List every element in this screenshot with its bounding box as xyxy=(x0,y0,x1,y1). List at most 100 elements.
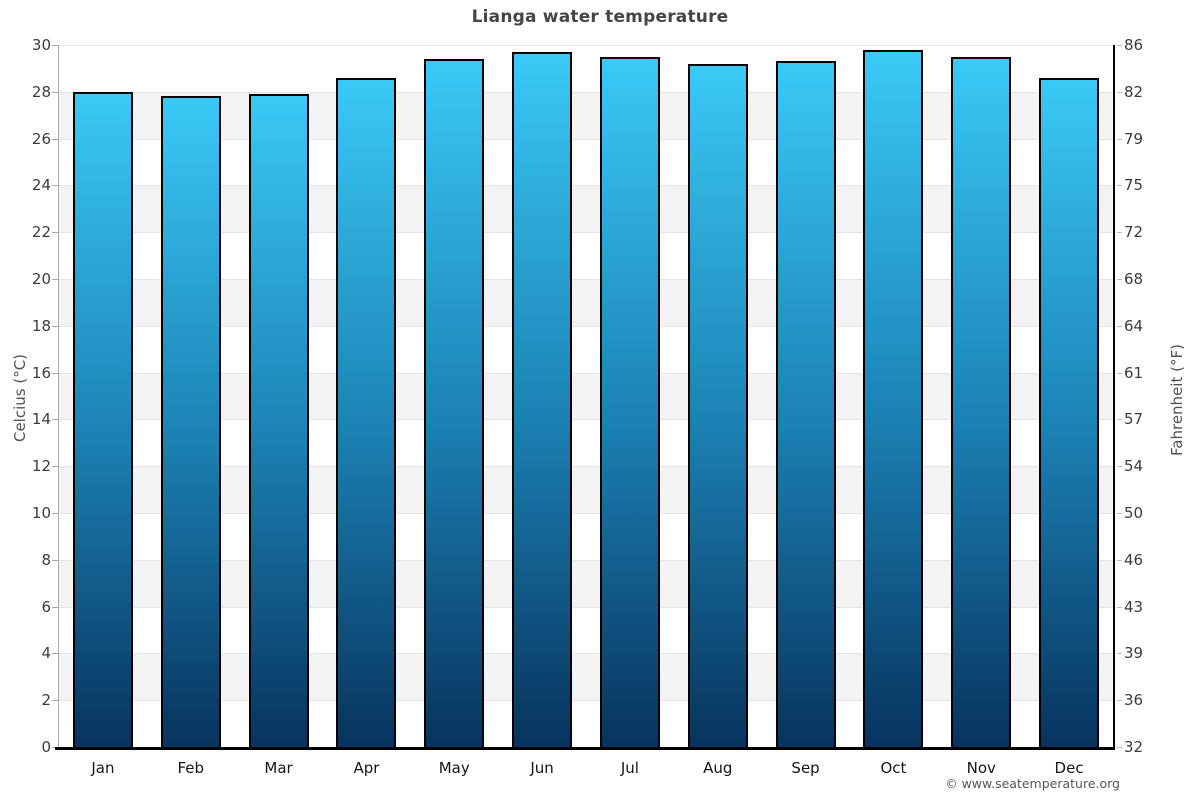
celsius-tick-mark xyxy=(52,138,58,140)
plot-band xyxy=(59,232,1113,279)
bar-jan xyxy=(72,91,133,747)
fahrenheit-tick-mark xyxy=(1117,466,1122,468)
gridline xyxy=(59,372,1113,374)
fahrenheit-tick-label: 82 xyxy=(1124,82,1144,101)
gridline xyxy=(59,606,1113,608)
celsius-tick-label: 4 xyxy=(41,644,51,663)
fahrenheit-tick-mark xyxy=(1117,279,1122,280)
fahrenheit-tick-label: 39 xyxy=(1124,644,1144,663)
bottom-axis-spine xyxy=(55,747,1115,750)
right-axis-spine xyxy=(1113,45,1115,747)
fahrenheit-tick-label: 43 xyxy=(1124,597,1144,616)
fahrenheit-tick-mark xyxy=(1117,232,1122,234)
plot-band xyxy=(59,372,1113,420)
fahrenheit-tick-label: 86 xyxy=(1124,36,1144,54)
plot-band xyxy=(59,513,1113,560)
fahrenheit-tick-mark xyxy=(1117,419,1122,421)
gridline xyxy=(59,325,1113,327)
fahrenheit-tick-label: 75 xyxy=(1124,176,1144,195)
plot-band xyxy=(59,138,1113,186)
celsius-tick-mark xyxy=(52,513,58,514)
fahrenheit-tick-mark xyxy=(1117,513,1122,514)
plot-area: 0 32 2 36 4 39 6 43 8 46 10 50 12 54 14 57 16 61 18 64 20 68 2… xyxy=(32,36,1143,777)
bar-feb xyxy=(160,96,221,747)
celsius-tick-label: 2 xyxy=(41,691,51,710)
attribution: © www.seatemperature.org xyxy=(945,776,1120,791)
gridline xyxy=(59,419,1113,421)
x-tick-label-dec: Dec xyxy=(1054,759,1084,777)
gridline xyxy=(59,513,1113,514)
celsius-tick-label: 8 xyxy=(41,550,51,569)
plot-band xyxy=(59,279,1113,326)
left-axis-spine xyxy=(58,45,59,747)
fahrenheit-tick-label: 36 xyxy=(1124,691,1144,710)
plot-band xyxy=(59,700,1113,747)
gridline xyxy=(59,700,1113,702)
celsius-tick-label: 14 xyxy=(31,410,51,429)
fahrenheit-tick-mark xyxy=(1117,325,1122,327)
fahrenheit-tick-label: 50 xyxy=(1124,504,1144,522)
fahrenheit-tick-label: 57 xyxy=(1124,410,1144,429)
gridline xyxy=(59,232,1113,234)
fahrenheit-tick-label: 72 xyxy=(1124,223,1144,242)
gridline xyxy=(59,653,1113,655)
gridline xyxy=(59,138,1113,140)
celsius-tick-mark xyxy=(52,559,58,561)
plot-band xyxy=(59,419,1113,467)
fahrenheit-tick-label: 46 xyxy=(1124,550,1144,569)
x-tick-label-mar: Mar xyxy=(264,759,293,777)
celsius-tick-label: 12 xyxy=(31,457,51,476)
celsius-tick-label: 24 xyxy=(31,176,51,195)
fahrenheit-tick-label: 32 xyxy=(1124,738,1144,756)
celsius-tick-mark xyxy=(52,606,58,608)
celsius-tick-label: 30 xyxy=(31,36,51,54)
celsius-tick-mark xyxy=(52,419,58,421)
bar-jul xyxy=(599,56,660,747)
fahrenheit-tick-mark xyxy=(1117,138,1122,140)
bar-nov xyxy=(951,56,1012,747)
plot-band xyxy=(59,185,1113,233)
celsius-tick-mark xyxy=(52,372,58,374)
celsius-tick-label: 22 xyxy=(31,223,51,242)
plot-band xyxy=(59,559,1113,607)
celsius-tick-mark xyxy=(52,45,58,46)
x-tick-label-may: May xyxy=(438,759,470,777)
x-tick-label-jan: Jan xyxy=(91,759,115,777)
gridline xyxy=(59,91,1113,93)
plot-band xyxy=(59,466,1113,513)
gridline xyxy=(59,185,1113,187)
x-tick-label-nov: Nov xyxy=(966,759,996,777)
gridline xyxy=(59,45,1113,46)
bar-jun xyxy=(512,52,573,747)
gridline xyxy=(59,559,1113,561)
fahrenheit-axis-title: Fahrenheit (°F) xyxy=(1168,344,1186,456)
chart-title: Lianga water temperature xyxy=(471,7,729,27)
bar-may xyxy=(424,59,485,747)
celsius-tick-mark xyxy=(52,91,58,93)
celsius-tick-mark xyxy=(52,279,58,280)
plot-band xyxy=(59,45,1113,92)
celsius-tick-label: 18 xyxy=(31,316,51,335)
gridline xyxy=(59,279,1113,280)
bar-oct xyxy=(863,49,924,747)
fahrenheit-tick-label: 61 xyxy=(1124,363,1144,382)
celsius-tick-mark xyxy=(52,653,58,655)
fahrenheit-tick-label: 54 xyxy=(1124,457,1144,476)
bar-apr xyxy=(336,77,397,747)
celsius-tick-label: 28 xyxy=(31,82,51,101)
fahrenheit-tick-mark xyxy=(1117,559,1122,561)
gridline xyxy=(59,466,1113,468)
celsius-tick-mark xyxy=(52,325,58,327)
x-tick-label-sep: Sep xyxy=(791,759,820,777)
bar-sep xyxy=(775,61,836,747)
celsius-tick-label: 20 xyxy=(31,270,51,288)
plot-band xyxy=(59,325,1113,373)
celsius-tick-label: 16 xyxy=(31,363,51,382)
celsius-tick-label: 6 xyxy=(41,597,51,616)
fahrenheit-tick-mark xyxy=(1117,747,1122,748)
fahrenheit-tick-mark xyxy=(1117,653,1122,655)
plot-band xyxy=(59,606,1113,654)
x-tick-label-apr: Apr xyxy=(353,759,380,777)
celsius-tick-label: 0 xyxy=(41,738,51,756)
